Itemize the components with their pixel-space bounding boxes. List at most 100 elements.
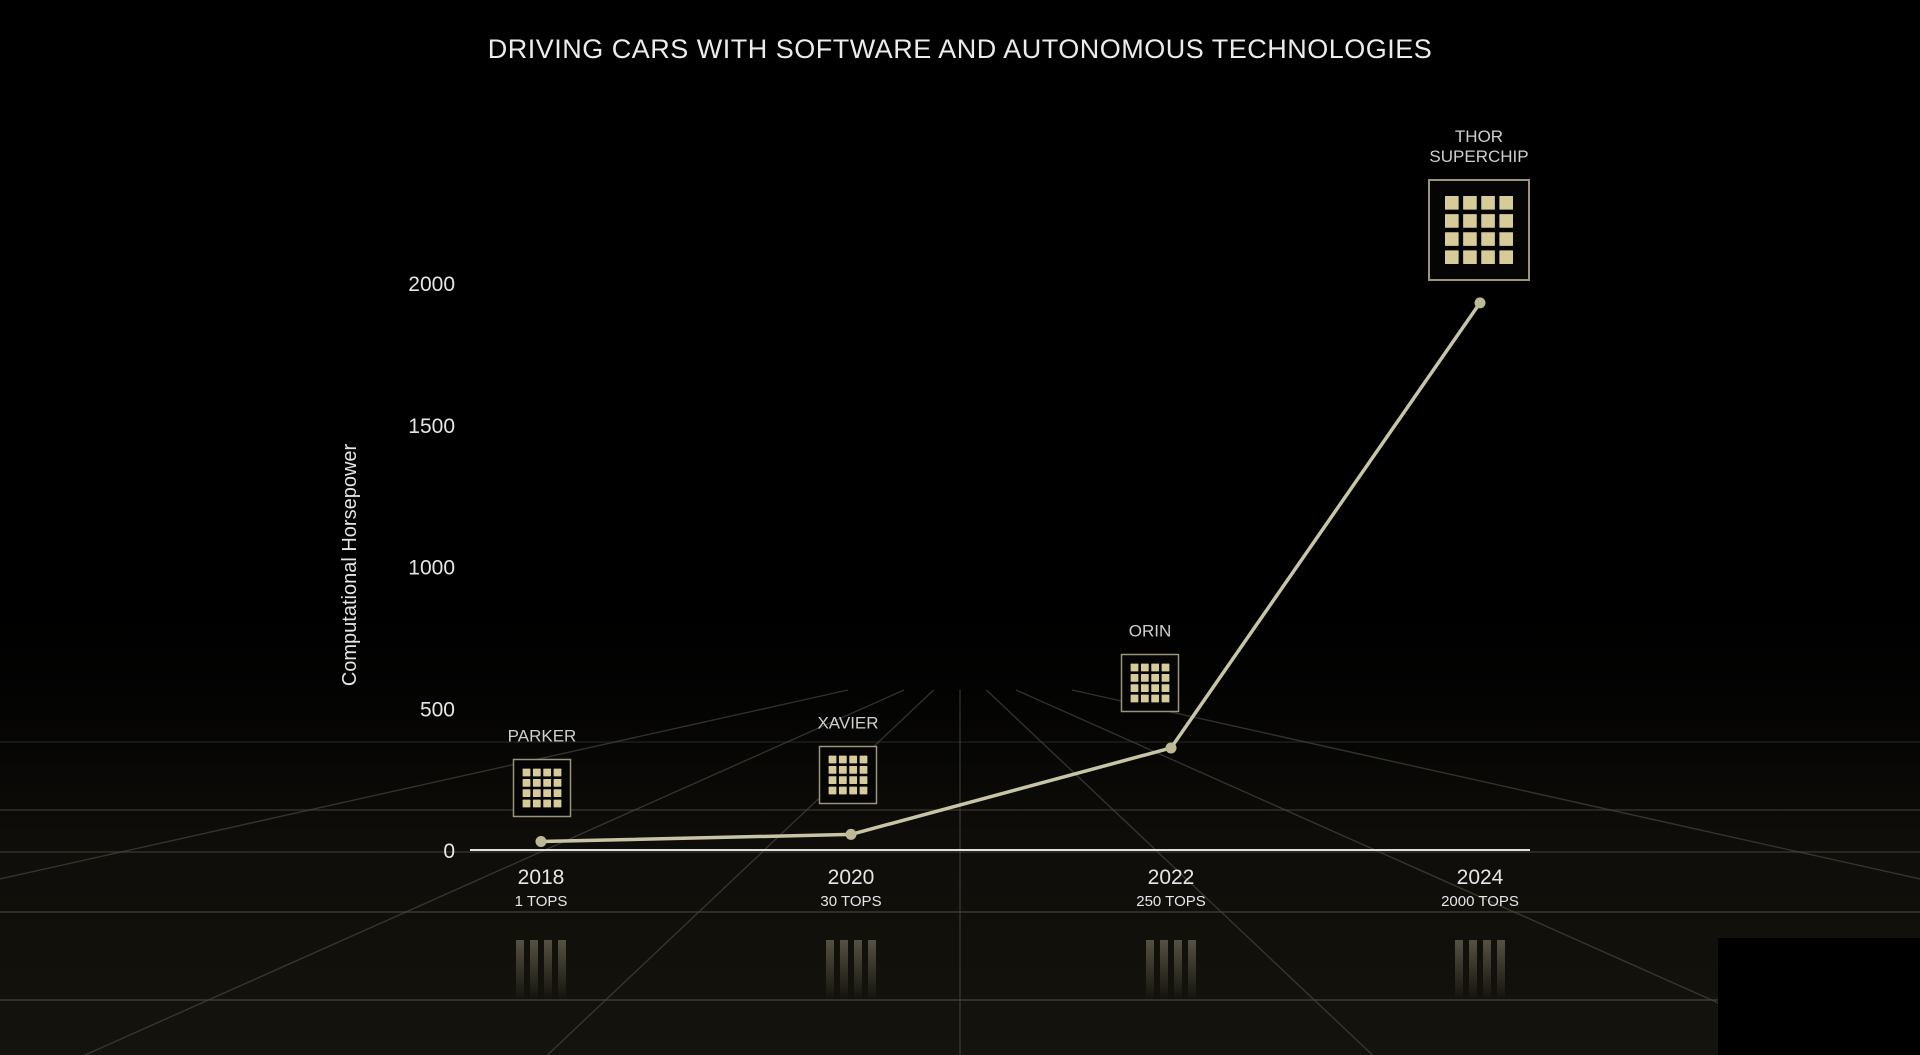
- data-point: [845, 828, 857, 840]
- chip-cell: [1151, 694, 1160, 703]
- chip-cell: [1130, 684, 1139, 693]
- chip-cell: [859, 765, 868, 774]
- y-tick-label: 1500: [408, 415, 455, 438]
- x-sublabel: 1 TOPS: [515, 893, 568, 910]
- floor-line-v: [0, 689, 849, 880]
- x-tick-label: 2018: [518, 866, 565, 889]
- chip-cell: [849, 755, 858, 764]
- chip-cell: [522, 799, 531, 808]
- chip-cell: [522, 789, 531, 798]
- chip-cell: [1463, 250, 1477, 264]
- chart-title: DRIVING CARS WITH SOFTWARE AND AUTONOMOU…: [487, 34, 1433, 64]
- chip-reflection: [1483, 940, 1491, 1000]
- chip-cell: [522, 778, 531, 787]
- chip-reflection: [1160, 940, 1168, 1000]
- chip-cell: [1151, 684, 1160, 693]
- chip-cell: [859, 786, 868, 795]
- chip-cell: [1481, 232, 1495, 246]
- chip-cell: [828, 765, 837, 774]
- x-tick-label: 2020: [828, 866, 875, 889]
- chip-cell: [859, 776, 868, 785]
- chip-cell: [532, 768, 541, 777]
- y-tick-label: 1000: [408, 557, 455, 580]
- chip-cell: [532, 799, 541, 808]
- floor-line-v: [84, 689, 905, 1055]
- chip-reflection: [840, 940, 848, 1000]
- y-tick-label: 2000: [408, 273, 455, 296]
- chip-cell: [1499, 232, 1513, 246]
- chip-cell: [1140, 684, 1149, 693]
- x-sublabel: 2000 TOPS: [1441, 893, 1519, 910]
- chip-reflection: [1146, 940, 1154, 1000]
- chip-reflections: [516, 940, 1505, 1000]
- x-tick-label: 2024: [1457, 866, 1504, 889]
- chip-cell: [543, 789, 552, 798]
- data-point: [1165, 742, 1177, 754]
- data-point: [535, 835, 547, 847]
- chip-reflection: [544, 940, 552, 1000]
- chip-cell: [1481, 250, 1495, 264]
- chip-cell: [838, 755, 847, 764]
- chip-reflection: [516, 940, 524, 1000]
- chip-reflection: [1174, 940, 1182, 1000]
- chip-cell: [838, 776, 847, 785]
- data-point: [1474, 297, 1486, 309]
- chip-reflection: [854, 940, 862, 1000]
- floor-line-v: [985, 689, 1373, 1055]
- chip-cell: [828, 776, 837, 785]
- chip-name-label: XAVIER: [817, 714, 878, 733]
- chip-cell: [543, 768, 552, 777]
- chip-cell: [1161, 673, 1170, 682]
- data-series: [535, 297, 1486, 847]
- chip-cell: [553, 768, 562, 777]
- chip-cell: [1463, 214, 1477, 228]
- chip-reflection: [826, 940, 834, 1000]
- chip-cell: [1445, 196, 1459, 210]
- chip-cell: [849, 776, 858, 785]
- chip-cell: [1151, 663, 1160, 672]
- chip-reflection: [1469, 940, 1477, 1000]
- chip-cell: [1130, 663, 1139, 672]
- chip-cell: [553, 778, 562, 787]
- chip-cell: [1463, 196, 1477, 210]
- chip-cell: [1445, 250, 1459, 264]
- chip-cell: [1481, 214, 1495, 228]
- chip-cell: [1499, 196, 1513, 210]
- chip-cell: [838, 786, 847, 795]
- chart-axes: 0 500 1000 1500 2000 Computational Horsepower: [339, 273, 1530, 863]
- chip-cell: [1445, 214, 1459, 228]
- x-tick-label: 2022: [1148, 866, 1195, 889]
- chip-cell: [543, 778, 552, 787]
- x-axis-labels: 2018 1 TOPS 2020 30 TOPS 2022 250 TOPS 2024 200…: [515, 866, 1519, 910]
- chip-name-label: PARKER: [508, 727, 577, 746]
- chip-name-label: THOR: [1455, 127, 1503, 146]
- chip-cell: [1463, 232, 1477, 246]
- chip-reflection: [868, 940, 876, 1000]
- chip-cell: [1151, 673, 1160, 682]
- chip-cell: [1499, 214, 1513, 228]
- chip-reflection: [1188, 940, 1196, 1000]
- y-tick-label: 0: [443, 840, 455, 863]
- chip-cell: [532, 778, 541, 787]
- chip-cell: [1140, 673, 1149, 682]
- x-sublabel: 30 TOPS: [820, 893, 881, 910]
- chip-icon: [512, 758, 572, 818]
- chip-cell: [1140, 663, 1149, 672]
- series-line: [540, 301, 1482, 844]
- chip-name-label: SUPERCHIP: [1429, 147, 1528, 166]
- y-tick-label: 500: [420, 698, 455, 721]
- chip-cell: [1161, 694, 1170, 703]
- chip-name-label: ORIN: [1129, 622, 1172, 641]
- chip-cell: [1445, 232, 1459, 246]
- chip-reflection: [1497, 940, 1505, 1000]
- chip-cell: [828, 786, 837, 795]
- chip-cell: [543, 799, 552, 808]
- chip-cell: [1161, 684, 1170, 693]
- chip-reflection: [530, 940, 538, 1000]
- floor-line-v: [1015, 689, 1836, 1055]
- chip-cell: [838, 765, 847, 774]
- chip-cell: [1130, 673, 1139, 682]
- chip-cell: [532, 789, 541, 798]
